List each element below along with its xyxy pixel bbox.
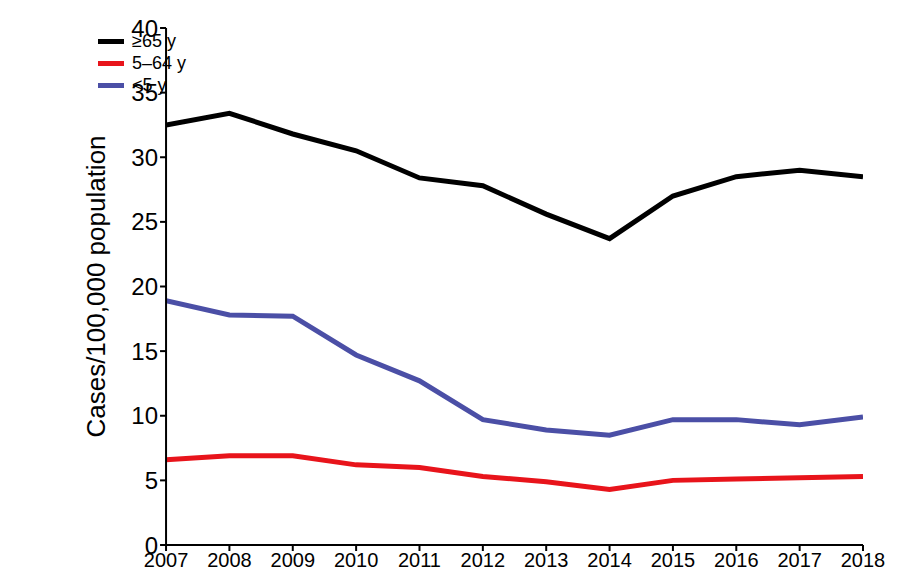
- svg-text:2017: 2017: [777, 549, 822, 571]
- svg-text:2011: 2011: [398, 549, 441, 571]
- svg-text:25: 25: [131, 208, 158, 235]
- svg-text:40: 40: [131, 15, 158, 42]
- svg-text:20: 20: [131, 273, 158, 300]
- svg-text:35: 35: [131, 79, 158, 106]
- svg-text:2010: 2010: [334, 549, 379, 571]
- svg-text:30: 30: [131, 144, 158, 171]
- svg-text:10: 10: [131, 402, 158, 429]
- svg-text:0: 0: [145, 532, 158, 559]
- svg-text:2015: 2015: [651, 549, 696, 571]
- svg-text:2016: 2016: [714, 549, 759, 571]
- svg-text:Cases/100,000 population: Cases/100,000 population: [81, 135, 111, 437]
- svg-text:2008: 2008: [207, 549, 252, 571]
- svg-text:2013: 2013: [524, 549, 569, 571]
- svg-text:2018: 2018: [841, 549, 886, 571]
- svg-text:2009: 2009: [271, 549, 316, 571]
- svg-text:2014: 2014: [587, 549, 632, 571]
- svg-text:15: 15: [131, 338, 158, 365]
- svg-text:2012: 2012: [461, 549, 506, 571]
- svg-text:5: 5: [145, 467, 158, 494]
